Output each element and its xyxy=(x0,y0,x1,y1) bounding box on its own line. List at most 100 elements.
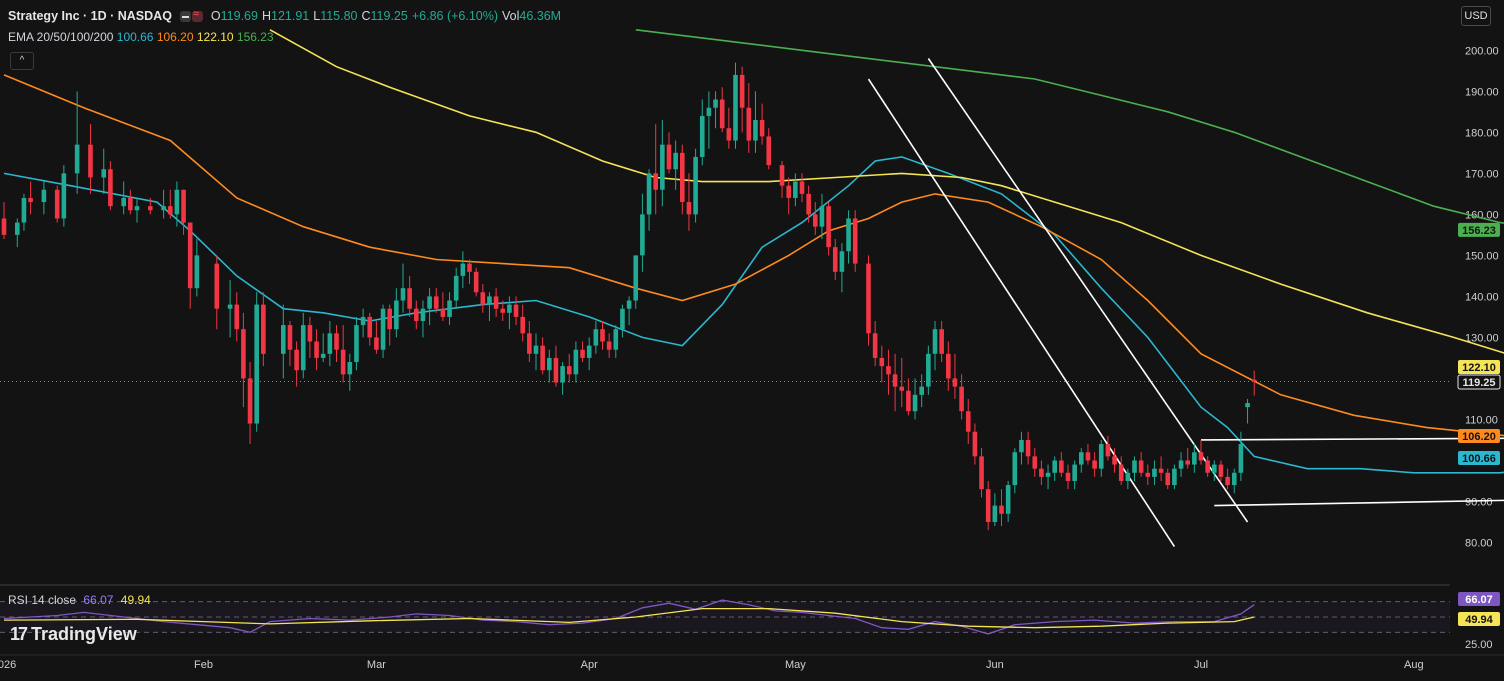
rsi-ma-line xyxy=(3,607,1255,629)
candle-body xyxy=(148,206,153,211)
price-tag-bg xyxy=(1458,612,1500,626)
candle-body xyxy=(753,120,758,141)
hide-icon[interactable] xyxy=(179,10,191,22)
candle-body xyxy=(699,115,705,157)
candle-body xyxy=(806,193,811,215)
candle-body xyxy=(1225,476,1230,486)
time-tick-label: Apr xyxy=(581,659,598,671)
collapse-legend-button[interactable]: ^ xyxy=(10,52,34,70)
candle-body xyxy=(759,120,765,137)
price-tick-label: 80.00 xyxy=(1465,537,1493,549)
candle-body xyxy=(21,197,27,223)
candle-body xyxy=(932,329,938,354)
rsi-label: RSI 14 close xyxy=(8,593,77,607)
ema-line xyxy=(3,156,1504,474)
candle-body xyxy=(620,308,625,330)
candle-body xyxy=(1085,452,1091,461)
candle-body xyxy=(540,345,545,371)
candle-body xyxy=(374,337,379,350)
candle-body xyxy=(1138,460,1144,473)
candle-body xyxy=(706,107,712,116)
candle-body xyxy=(41,189,47,203)
ema-legend[interactable]: EMA 20/50/100/200 100.66 106.20 122.10 1… xyxy=(8,30,274,44)
legend-toggle-icons[interactable] xyxy=(179,8,203,22)
compare-icon[interactable] xyxy=(191,8,203,22)
candle-body xyxy=(819,206,825,227)
candle-body xyxy=(693,156,698,215)
ohlc-value: 119.69 xyxy=(220,9,258,23)
candle-body xyxy=(88,144,93,178)
currency-button[interactable]: USD xyxy=(1461,6,1491,26)
candle-body xyxy=(779,165,785,186)
price-tick-label: 190.00 xyxy=(1465,86,1499,98)
time-tick-label: Jun xyxy=(986,659,1004,671)
rsi-legend[interactable]: RSI 14 close 66.07 49.94 xyxy=(8,593,151,607)
ohlc-key: Vol xyxy=(502,9,520,23)
candle-body xyxy=(194,255,200,289)
candle-body xyxy=(520,316,525,334)
candle-body xyxy=(606,341,612,350)
candle-body xyxy=(899,386,905,391)
candle-body xyxy=(453,275,459,301)
ema20-value: 100.66 xyxy=(116,30,154,44)
price-tag-label: 119.25 xyxy=(1462,377,1495,389)
chevron-up-icon: ^ xyxy=(19,55,25,66)
candle-body xyxy=(1172,468,1177,486)
price-tag-bg xyxy=(1457,374,1501,390)
candle-body xyxy=(866,263,871,334)
price-tick-label: 110.00 xyxy=(1465,414,1498,426)
candle-body xyxy=(314,341,319,358)
price-tick-label: 170.00 xyxy=(1465,168,1499,180)
logo-text: TradingView xyxy=(31,624,137,644)
candle-body xyxy=(1092,460,1097,469)
trendline xyxy=(1214,499,1504,507)
price-tick-label: 150.00 xyxy=(1465,250,1499,262)
candle-body xyxy=(1125,472,1131,481)
candle-body xyxy=(281,325,286,354)
candle-body xyxy=(613,329,619,350)
candle-body xyxy=(1185,460,1190,465)
tradingview-logo[interactable]: 17 TradingView xyxy=(10,624,137,645)
price-tag-bg xyxy=(1458,429,1500,443)
rsi-tick-label: 25.00 xyxy=(1465,639,1493,651)
candle-body xyxy=(813,214,818,227)
candle-body xyxy=(287,325,293,350)
candle-body xyxy=(566,366,572,375)
ema-line xyxy=(635,29,1504,224)
candle-body xyxy=(261,304,266,354)
candle-body xyxy=(400,288,406,301)
candle-body xyxy=(919,386,924,395)
ohlc-key: L xyxy=(313,9,321,23)
candle-body xyxy=(347,362,353,375)
candle-body xyxy=(320,353,326,358)
ohlc-value: +6.86 (+6.10%) xyxy=(411,9,499,23)
candle-body xyxy=(533,345,539,354)
candle-body xyxy=(1152,468,1157,477)
ohlc-key: C xyxy=(361,9,371,23)
candle-body xyxy=(666,144,672,170)
candle-body xyxy=(254,304,259,424)
candle-body xyxy=(573,349,579,375)
candle-body xyxy=(906,390,911,412)
ohlc-value: 119.25 xyxy=(370,9,408,23)
rsi-value: 66.07 xyxy=(83,593,114,607)
symbol-title[interactable]: Strategy Inc · 1D · NASDAQ xyxy=(8,9,172,23)
candle-body xyxy=(1,218,7,235)
candle-body xyxy=(1019,439,1024,453)
candle-body xyxy=(1032,456,1038,469)
candle-body xyxy=(467,263,472,272)
candle-body xyxy=(1012,452,1018,486)
candle-body xyxy=(952,378,958,387)
candle-body xyxy=(128,197,133,211)
ema100-value: 122.10 xyxy=(196,30,234,44)
price-tag-label: 66.07 xyxy=(1465,594,1493,606)
price-tag-label: 100.66 xyxy=(1462,453,1496,465)
candle-body xyxy=(234,304,240,330)
candle-body xyxy=(985,489,991,522)
candle-body xyxy=(793,181,798,198)
candle-body xyxy=(433,296,439,309)
candle-body xyxy=(879,357,885,367)
ohlc-values: O119.69 H121.91 L115.80 C119.25 +6.86 (+6.10… xyxy=(211,9,565,23)
